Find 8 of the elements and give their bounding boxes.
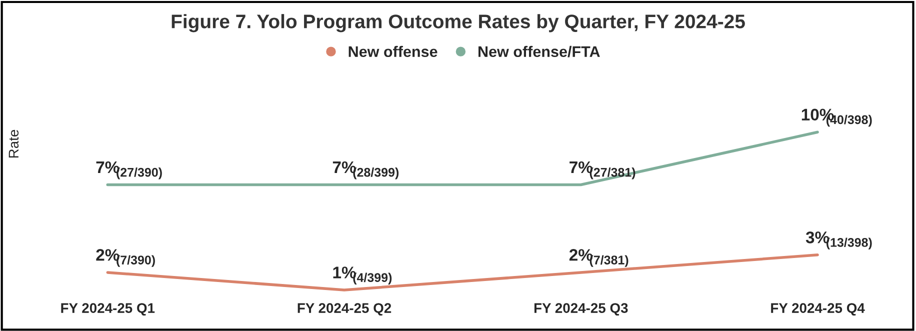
chart-title: Figure 7. Yolo Program Outcome Rates by Quarter, FY 2024-25: [172, 14, 745, 32]
y-axis-title: Rate: [8, 130, 19, 158]
x-tick-label: FY 2024-25 Q1: [61, 303, 155, 316]
x-tick-label: FY 2024-25 Q4: [771, 303, 865, 316]
x-tick-label: FY 2024-25 Q2: [298, 303, 392, 316]
legend-label: New offense/FTA: [478, 46, 600, 58]
legend-label: New offense: [348, 46, 438, 58]
x-tick-label: FY 2024-25 Q3: [534, 303, 628, 316]
